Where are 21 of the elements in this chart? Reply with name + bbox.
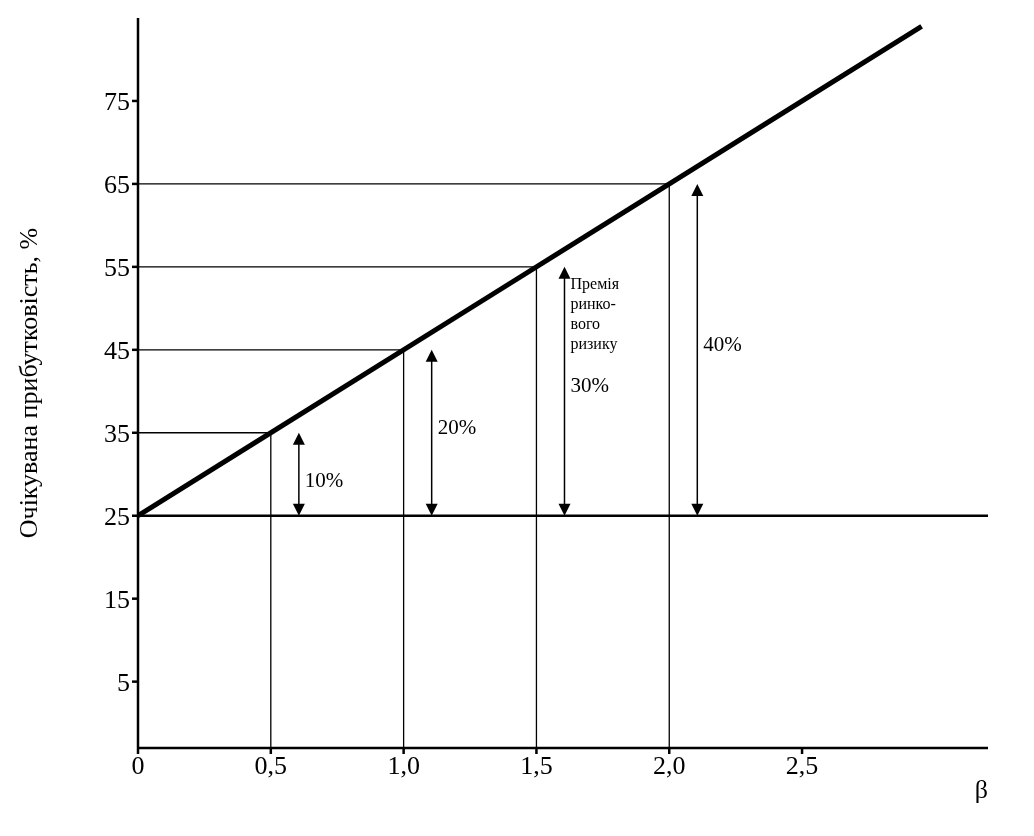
annotation: 20% <box>437 414 477 439</box>
annotation: 10% <box>304 468 344 493</box>
y-tick-label: 65 <box>104 170 130 200</box>
y-tick-label: 15 <box>104 584 130 614</box>
x-axis-title: β <box>974 775 988 804</box>
y-tick-label: 75 <box>104 87 130 117</box>
x-tick-label: 1,5 <box>520 751 553 781</box>
y-tick-label: 35 <box>104 419 130 448</box>
x-tick-label: 2,0 <box>653 751 686 781</box>
x-tick-label: 2,5 <box>785 751 819 781</box>
annotation: Премія ринко- вого ризику <box>570 274 620 353</box>
x-tick-label: 1,0 <box>387 751 420 781</box>
x-tick-label: 0 <box>131 751 145 781</box>
y-tick-label: 5 <box>117 667 130 697</box>
y-tick-label: 55 <box>104 253 130 283</box>
annotation: 30% <box>570 373 609 398</box>
y-axis-title: Очікувана прибутковість, % <box>14 227 44 539</box>
y-tick-label: 45 <box>104 336 130 366</box>
annotation: 40% <box>703 331 742 356</box>
x-tick-label: 0,5 <box>254 751 288 781</box>
y-tick-label: 25 <box>104 501 130 531</box>
